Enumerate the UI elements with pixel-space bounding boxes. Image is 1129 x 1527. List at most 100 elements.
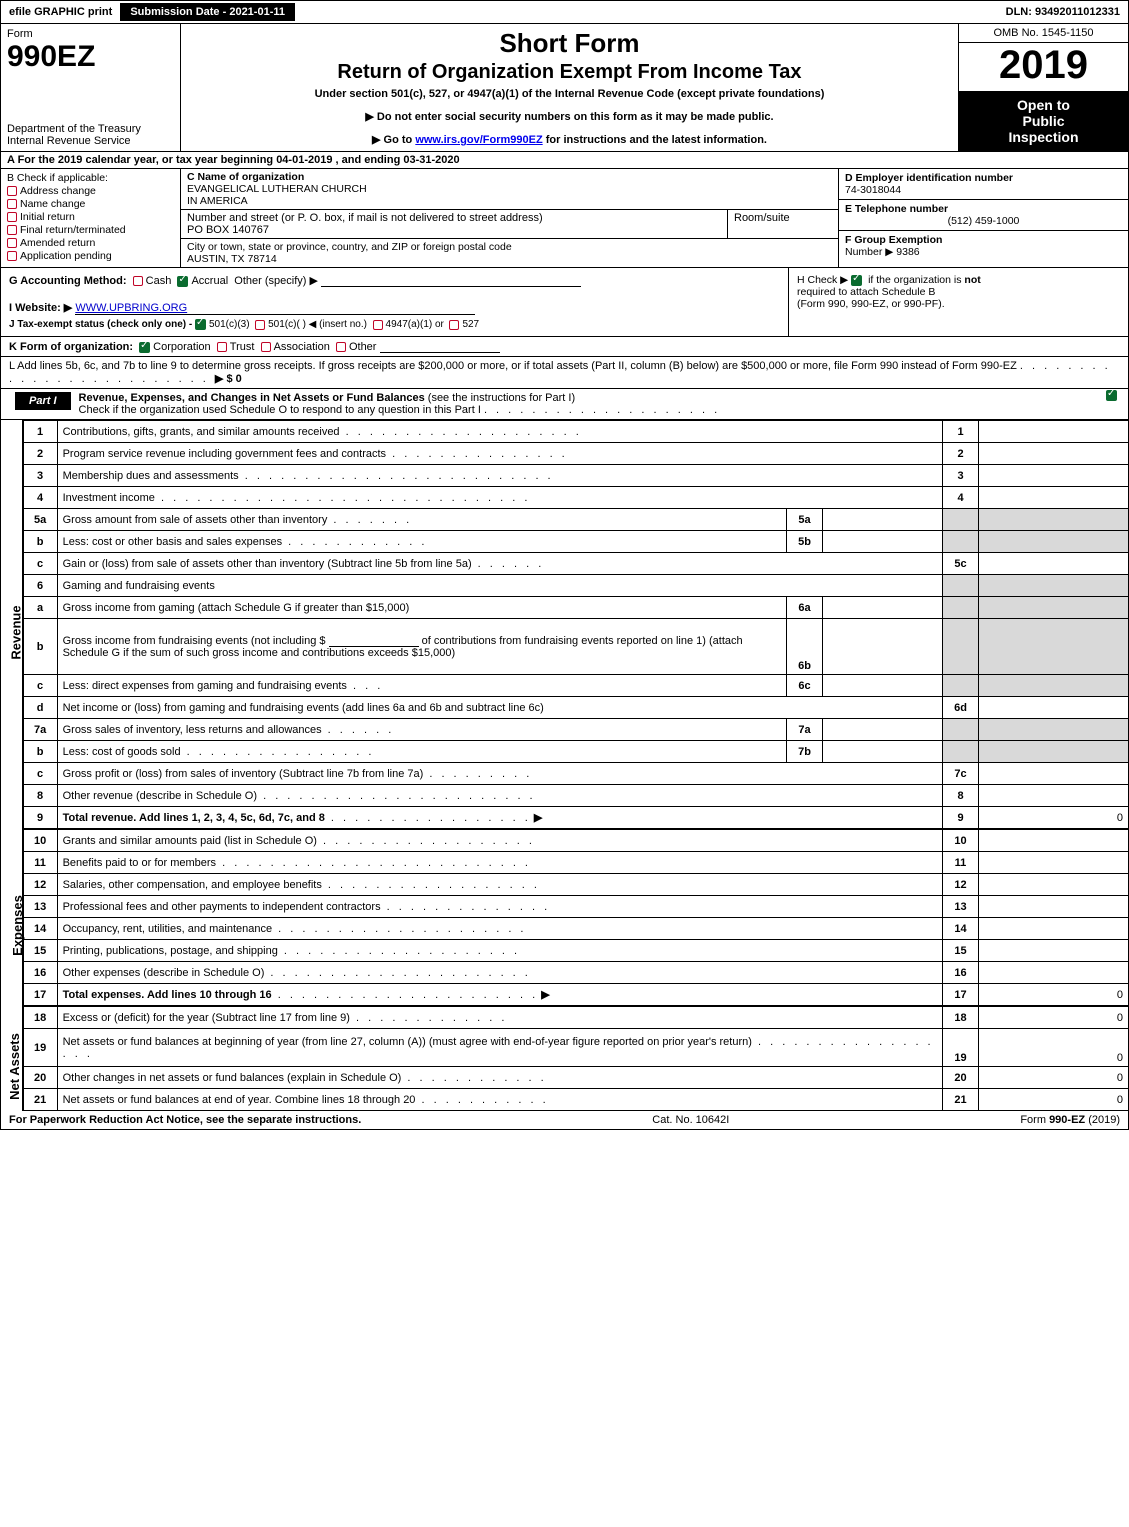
val-14 — [979, 918, 1129, 940]
line-6: 6Gaming and fundraising events — [23, 575, 1128, 597]
gh-row: G Accounting Method: Cash Accrual Other … — [0, 268, 1129, 337]
unchecked-icon — [449, 320, 459, 330]
irs-link[interactable]: www.irs.gov/Form990EZ — [415, 134, 542, 146]
line-13: 13Professional fees and other payments t… — [23, 896, 1128, 918]
footer-catno: Cat. No. 10642I — [361, 1114, 1020, 1126]
val-20: 0 — [979, 1067, 1129, 1089]
box-b: B Check if applicable: Address change Na… — [1, 169, 181, 267]
dept-line1: Department of the Treasury — [7, 123, 174, 135]
chk-address-change-label: Address change — [20, 185, 96, 197]
line-14: 14Occupancy, rent, utilities, and mainte… — [23, 918, 1128, 940]
chk-final-return-label: Final return/terminated — [20, 224, 126, 236]
chk-name-change[interactable]: Name change — [7, 198, 174, 210]
unchecked-icon — [255, 320, 265, 330]
j-501c3: 501(c)(3) — [209, 319, 250, 330]
box-c: C Name of organization EVANGELICAL LUTHE… — [181, 169, 838, 267]
chk-initial-return[interactable]: Initial return — [7, 211, 174, 223]
checked-icon — [851, 275, 862, 286]
desc-15-text: Printing, publications, postage, and shi… — [63, 945, 278, 957]
group-exemption-row: F Group Exemption Number ▶ 9386 — [839, 231, 1128, 261]
chk-final-return[interactable]: Final return/terminated — [7, 224, 174, 236]
e-label: E Telephone number — [845, 203, 948, 215]
line-8: 8Other revenue (describe in Schedule O) … — [23, 785, 1128, 807]
num-17: 17 — [943, 984, 979, 1006]
unchecked-icon — [7, 186, 17, 196]
num-20: 20 — [943, 1067, 979, 1089]
org-name-1: EVANGELICAL LUTHERAN CHURCH — [187, 183, 367, 195]
j-527: 527 — [462, 319, 479, 330]
shade-5b — [943, 531, 979, 553]
efile-graphic: GRAPHIC — [34, 6, 85, 18]
mini-6a: 6a — [787, 597, 823, 619]
department-block: Department of the Treasury Internal Reve… — [7, 117, 174, 147]
shadeval-6c — [979, 675, 1129, 697]
revenue-table: 1Contributions, gifts, grants, and simil… — [23, 420, 1129, 829]
minival-7b — [823, 741, 943, 763]
line-3: 3Membership dues and assessments . . . .… — [23, 465, 1128, 487]
ln-7b: b — [23, 741, 57, 763]
k-label: K Form of organization: — [9, 341, 133, 353]
website-link[interactable]: WWW.UPBRING.ORG — [75, 302, 475, 315]
ein-row: D Employer identification number 74-3018… — [839, 169, 1128, 200]
unchecked-icon — [7, 225, 17, 235]
desc-5c: Gain or (loss) from sale of assets other… — [57, 553, 942, 575]
chk-address-change[interactable]: Address change — [7, 185, 174, 197]
shadeval-7a — [979, 719, 1129, 741]
chk-amended-return[interactable]: Amended return — [7, 237, 174, 249]
unchecked-icon — [7, 199, 17, 209]
unchecked-icon — [217, 342, 227, 352]
line-6c: cLess: direct expenses from gaming and f… — [23, 675, 1128, 697]
ln-15: 15 — [23, 940, 57, 962]
shade-5a — [943, 509, 979, 531]
form-word: Form — [7, 28, 174, 40]
part1-paren: (see the instructions for Part I) — [428, 392, 575, 404]
val-10 — [979, 830, 1129, 852]
org-name-row: C Name of organization EVANGELICAL LUTHE… — [181, 169, 838, 210]
form-header: Form 990EZ Department of the Treasury In… — [0, 24, 1129, 152]
desc-7b: Less: cost of goods sold . . . . . . . .… — [57, 741, 786, 763]
num-12: 12 — [943, 874, 979, 896]
desc-3: Membership dues and assessments . . . . … — [57, 465, 942, 487]
unchecked-icon — [7, 212, 17, 222]
checked-icon — [1106, 390, 1117, 401]
chk-application-pending-label: Application pending — [20, 250, 112, 262]
arrow-9: ▶ — [534, 812, 542, 824]
val-2 — [979, 443, 1129, 465]
num-2: 2 — [943, 443, 979, 465]
revenue-section: Revenue 1Contributions, gifts, grants, a… — [0, 420, 1129, 829]
val-9: 0 — [979, 807, 1129, 829]
ln-1: 1 — [23, 421, 57, 443]
desc-5a-text: Gross amount from sale of assets other t… — [63, 514, 328, 526]
g-other-underline — [321, 274, 581, 287]
minival-6b — [823, 619, 943, 675]
desc-7a-text: Gross sales of inventory, less returns a… — [63, 724, 322, 736]
desc-17: Total expenses. Add lines 10 through 16 … — [57, 984, 942, 1006]
chk-application-pending[interactable]: Application pending — [7, 250, 174, 262]
val-3 — [979, 465, 1129, 487]
f-label: F Group Exemption — [845, 234, 942, 246]
desc-9: Total revenue. Add lines 1, 2, 3, 4, 5c,… — [57, 807, 942, 829]
val-13 — [979, 896, 1129, 918]
efile-brand: efile GRAPHIC print — [1, 6, 120, 18]
desc-19-text: Net assets or fund balances at beginning… — [63, 1036, 752, 1048]
val-19: 0 — [979, 1029, 1129, 1067]
expenses-label-text: Expenses — [10, 895, 25, 956]
k-other: Other — [349, 341, 377, 353]
title-return: Return of Organization Exempt From Incom… — [191, 61, 948, 84]
desc-14-text: Occupancy, rent, utilities, and maintena… — [63, 923, 273, 935]
line-7c: cGross profit or (loss) from sales of in… — [23, 763, 1128, 785]
unchecked-icon — [261, 342, 271, 352]
ln-3: 3 — [23, 465, 57, 487]
k-row: K Form of organization: Corporation Trus… — [0, 337, 1129, 357]
desc-8-text: Other revenue (describe in Schedule O) — [63, 790, 257, 802]
j-4947: 4947(a)(1) or — [386, 319, 444, 330]
part1-title: Revenue, Expenses, and Changes in Net As… — [79, 392, 425, 404]
desc-16: Other expenses (describe in Schedule O) … — [57, 962, 942, 984]
desc-20-text: Other changes in net assets or fund bala… — [63, 1072, 402, 1084]
ln-20: 20 — [23, 1067, 57, 1089]
val-6d — [979, 697, 1129, 719]
mini-6b: 6b — [787, 619, 823, 675]
phone-value: (512) 459-1000 — [845, 215, 1122, 227]
ln-6: 6 — [23, 575, 57, 597]
j-501c: 501(c)( ) ◀ (insert no.) — [268, 319, 367, 330]
